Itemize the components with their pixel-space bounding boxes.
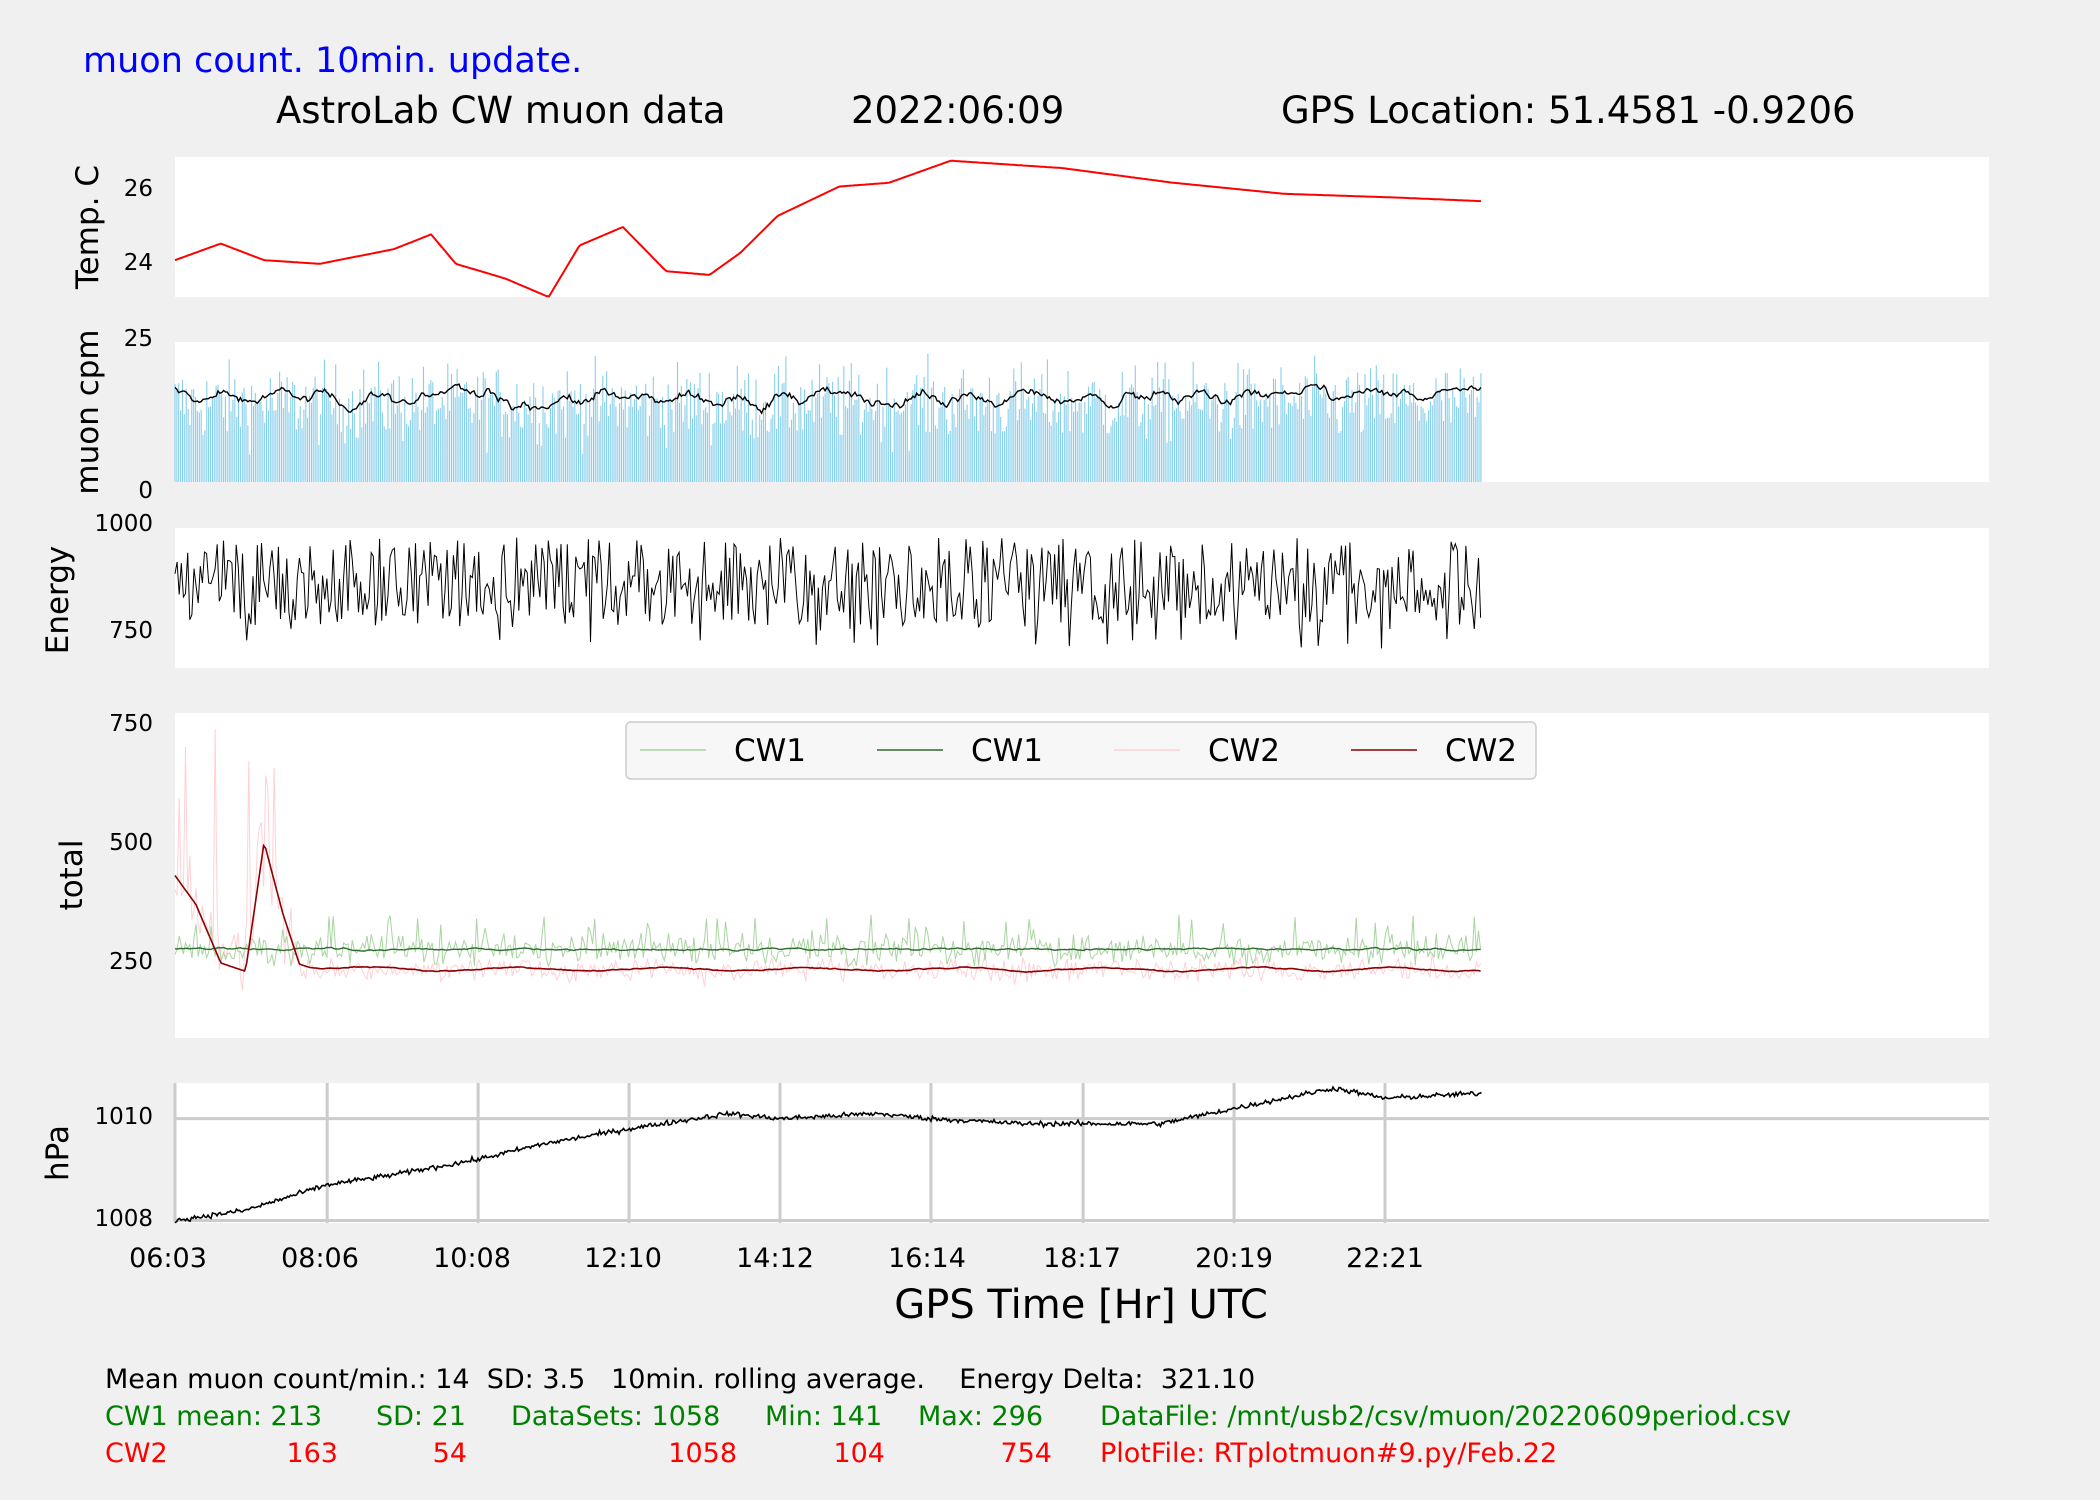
temp-tick-26: 26 [124, 176, 153, 202]
temp-series-line [174, 159, 1481, 298]
energy-tick-1000: 1000 [94, 511, 153, 537]
cw1-average-line [174, 946, 1481, 952]
footer-summary: Mean muon count/min.: 14 SD: 3.5 10min. … [105, 1364, 1255, 1395]
total-ylabel: total [54, 840, 90, 911]
footer-cw1-min: Min: 141 [765, 1401, 882, 1432]
muon-tick-25: 25 [124, 326, 153, 352]
temp-ylabel: Temp. C [70, 165, 106, 290]
update-note: muon count. 10min. update. [83, 41, 582, 81]
footer-cw2-max: 754 [1000, 1438, 1052, 1469]
cw1-raw-line [174, 914, 1482, 970]
legend-label-cw1-avg: CW1 [971, 733, 1043, 769]
legend: CW1 CW1 CW2 CW2 [625, 721, 1537, 780]
pressure-series-line [174, 1085, 1482, 1224]
footer-cw1-sd: SD: 21 [376, 1401, 466, 1432]
pressure-tick-1010: 1010 [94, 1104, 153, 1130]
cw2-raw-line [174, 728, 1482, 991]
x-tick: 20:19 [1195, 1243, 1273, 1274]
muon-cpm-bars [174, 353, 1482, 482]
chart-title: AstroLab CW muon data [276, 89, 726, 132]
energy-tick-750: 750 [109, 618, 153, 644]
legend-label-cw2-avg: CW2 [1445, 733, 1517, 769]
energy-series-line [174, 537, 1482, 649]
footer-cw1-max: Max: 296 [918, 1401, 1043, 1432]
footer-cw1-datasets: DataSets: 1058 [511, 1401, 720, 1432]
footer-cw2-datasets: 1058 [668, 1438, 737, 1469]
gps-location: GPS Location: 51.4581 -0.9206 [1281, 89, 1856, 132]
energy-ylabel: Energy [40, 546, 76, 655]
footer-plotfile: PlotFile: RTplotmuon#9.py/Feb.22 [1100, 1438, 1557, 1469]
legend-label-cw2-raw: CW2 [1208, 733, 1280, 769]
x-tick: 12:10 [584, 1243, 662, 1274]
muon-rolling-average-line [174, 383, 1482, 415]
temp-tick-24: 24 [124, 250, 153, 276]
temp-panel [175, 157, 1989, 297]
x-tick: 14:12 [736, 1243, 814, 1274]
footer-cw1-mean: CW1 mean: 213 [105, 1401, 322, 1432]
x-tick: 16:14 [888, 1243, 966, 1274]
total-tick-250: 250 [109, 949, 153, 975]
data-layer [174, 159, 1482, 1224]
muon-ylabel: muon cpm [70, 329, 106, 494]
footer-cw2-min: 104 [833, 1438, 885, 1469]
x-tick: 06:03 [129, 1243, 207, 1274]
x-axis-label: GPS Time [Hr] UTC [894, 1282, 1268, 1328]
footer-cw2-label: CW2 [105, 1438, 168, 1469]
x-tick: 22:21 [1346, 1243, 1424, 1274]
x-tick: 08:06 [281, 1243, 359, 1274]
x-axis-ticks: 06:03 08:06 10:08 12:10 14:12 16:14 18:1… [129, 1243, 1424, 1274]
energy-panel [175, 528, 1989, 668]
cw2-average-line [174, 843, 1481, 973]
total-tick-500: 500 [109, 830, 153, 856]
muon-tick-0: 0 [138, 478, 153, 504]
x-tick: 18:17 [1043, 1243, 1121, 1274]
chart-date: 2022:06:09 [851, 89, 1064, 132]
muon-panel [175, 342, 1989, 482]
footer-datafile: DataFile: /mnt/usb2/csv/muon/20220609per… [1100, 1401, 1791, 1432]
legend-label-cw1-raw: CW1 [734, 733, 806, 769]
pressure-grid [173, 1083, 1989, 1223]
pressure-tick-1008: 1008 [94, 1206, 153, 1232]
footer-cw2-sd: 54 [433, 1438, 467, 1469]
footer-cw2-mean: 163 [286, 1438, 338, 1469]
pressure-ylabel: hPa [40, 1125, 76, 1181]
total-tick-750: 750 [109, 711, 153, 737]
x-tick: 10:08 [433, 1243, 511, 1274]
